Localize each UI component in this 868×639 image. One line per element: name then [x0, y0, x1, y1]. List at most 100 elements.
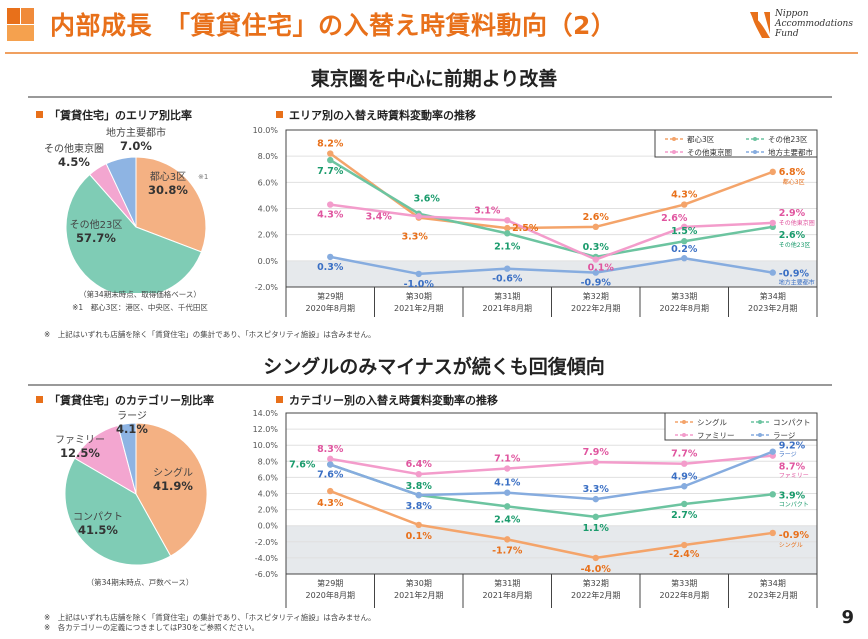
x-tick-label: 2021年2月期	[394, 303, 443, 313]
legend-label: 地方主要都市	[768, 147, 813, 157]
data-point	[681, 483, 688, 490]
x-tick-label: 第31期	[494, 291, 520, 301]
data-point	[681, 255, 688, 262]
data-label: 0.3%	[583, 242, 610, 253]
data-point	[592, 458, 599, 466]
y-tick-label: 6.0%	[258, 178, 279, 187]
pie-slice	[105, 156, 137, 228]
data-point	[504, 465, 511, 472]
x-tick-label: 第32期	[583, 291, 609, 301]
bullet-square-icon	[276, 396, 283, 403]
data-point	[592, 223, 599, 231]
data-point	[769, 448, 776, 455]
data-label: -2.4%	[669, 549, 700, 560]
logo-text: Nippon Accommodations Fund	[775, 9, 853, 39]
y-tick-label: 4.0%	[258, 205, 279, 214]
x-tick-label: 2021年8月期	[483, 303, 532, 313]
y-tick-label: 10.0%	[253, 126, 279, 135]
page-title: 内部成長 「賃貸住宅」の入替え時賃料動向（2）	[50, 11, 617, 40]
data-label: 8.3%	[317, 444, 344, 455]
category-line-chart: 14.0% 12.0% 10.0% 8.0% 6.0% 4.0% 2.0% 0.0% -2.0%…	[253, 409, 818, 608]
data-label: 7.9%	[583, 447, 610, 458]
pie-slice-label: ラージ	[117, 410, 147, 422]
y-tick-label: 2.0%	[258, 231, 279, 240]
x-tick-label: 2023年2月期	[748, 303, 797, 313]
pie-slice	[135, 156, 207, 253]
data-point	[592, 513, 599, 521]
category-pie-note: （第34期末時点、戸数ベース）	[86, 578, 194, 587]
data-label: 0.3%	[317, 262, 344, 273]
series-end-label: その他東京圏	[779, 219, 815, 227]
x-tick-label: 第33期	[671, 291, 697, 301]
pie-slice-value: 41.5%	[78, 523, 118, 537]
data-label: 6.4%	[406, 459, 433, 470]
data-point	[327, 201, 334, 208]
data-label: 3.1%	[474, 205, 501, 216]
y-tick-label: 14.0%	[253, 409, 279, 418]
x-tick-label: 2021年2月期	[394, 590, 443, 600]
pie-slice-value: 12.5%	[60, 446, 100, 460]
data-label: 0.1%	[588, 263, 615, 274]
legend-label: ラージ	[773, 431, 796, 440]
legend-marker	[753, 137, 757, 141]
data-point	[592, 495, 599, 503]
logo-mark-icon	[750, 12, 770, 38]
data-label: -0.9%	[779, 530, 810, 541]
data-label: -1.0%	[404, 279, 435, 290]
y-tick-label: 10.0%	[253, 441, 279, 450]
pie-slice-value: 4.1%	[116, 422, 148, 436]
data-point	[592, 269, 599, 276]
x-tick-label: 第29期	[317, 291, 343, 301]
page-number: 9	[841, 607, 854, 628]
section1-divider	[28, 96, 832, 98]
pie-slice-note: ※1	[198, 173, 208, 181]
data-point	[504, 489, 511, 496]
data-label: 4.3%	[317, 498, 344, 509]
data-label: 1.1%	[583, 523, 610, 534]
pie-slice	[64, 457, 172, 566]
legend-label: コンパクト	[773, 418, 811, 427]
data-label: 8.2%	[317, 139, 344, 150]
data-point	[681, 500, 688, 508]
data-point	[504, 217, 511, 224]
data-label: -0.6%	[492, 274, 523, 285]
x-tick-label: 2023年2月期	[748, 590, 797, 600]
data-point	[681, 541, 688, 549]
data-label: -0.9%	[779, 269, 810, 280]
series-end-label: その他23区	[779, 241, 811, 249]
y-tick-label: -6.0%	[255, 570, 279, 579]
pie-slice	[65, 173, 203, 293]
x-tick-label: 2020年8月期	[306, 590, 355, 600]
area-pie-note: （第34期末時点、取得価格ベース）	[79, 290, 201, 299]
series-end-label: シングル	[779, 541, 803, 549]
data-label: 2.4%	[494, 514, 521, 525]
data-label: 3.3%	[402, 232, 429, 243]
y-tick-label: 0.0%	[258, 522, 279, 531]
data-label: 4.9%	[671, 471, 698, 482]
data-point	[327, 487, 334, 495]
series-line	[329, 489, 773, 560]
data-label: 6.8%	[779, 167, 806, 178]
company-logo	[748, 8, 858, 42]
section1-title: 東京圏を中心に前期より改善	[310, 68, 558, 90]
data-point	[415, 470, 422, 478]
data-point	[504, 536, 511, 543]
data-label: 4.1%	[494, 478, 521, 489]
data-label: 2.9%	[779, 208, 806, 219]
data-label: 2.6%	[661, 213, 688, 224]
data-point	[504, 265, 511, 272]
data-label: 4.3%	[317, 210, 344, 221]
data-label: 2.6%	[779, 230, 806, 241]
data-point	[504, 503, 511, 510]
data-label: 2.1%	[494, 241, 521, 252]
data-label: 3.3%	[583, 484, 610, 495]
data-label: 2.6%	[583, 212, 610, 223]
data-label: 7.1%	[494, 454, 521, 465]
pie-slice-label: ファミリー	[55, 435, 105, 446]
y-tick-label: 8.0%	[258, 152, 279, 161]
x-tick-label: 第34期	[760, 578, 786, 588]
data-label: 3.6%	[414, 194, 441, 205]
series-line	[329, 152, 774, 230]
data-label: -0.9%	[581, 278, 612, 289]
